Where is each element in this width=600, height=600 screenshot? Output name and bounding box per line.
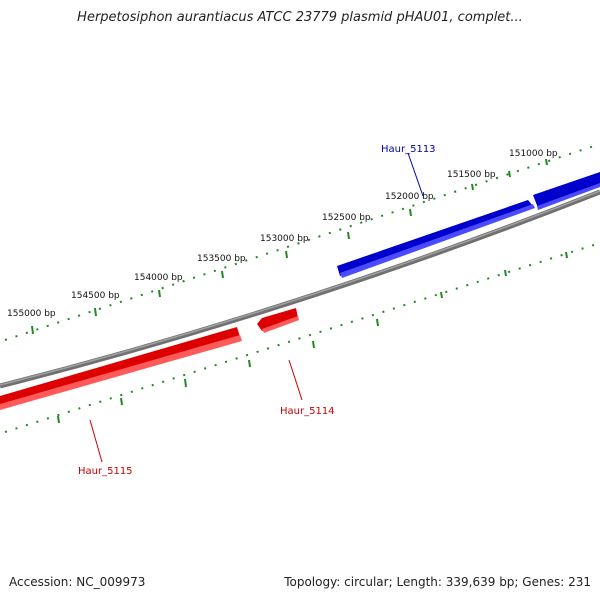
backbone-highlight xyxy=(0,190,600,386)
accession-info: Accession: NC_009973 xyxy=(9,575,145,589)
leader-haur-5115 xyxy=(89,419,103,463)
gene-haur-5114[interactable] xyxy=(257,308,299,333)
gene-label-haur-5113: Haur_5113 xyxy=(381,144,436,155)
accession-value: NC_009973 xyxy=(76,575,146,589)
inner-tick-track xyxy=(4,242,600,433)
topology-label: Topology: xyxy=(284,575,341,589)
tick-label: 151500 bp xyxy=(447,170,496,180)
genes-label: Genes: xyxy=(522,575,565,589)
tick-label: 153000 bp xyxy=(260,234,309,244)
map-title: Herpetosiphon aurantiacus ATCC 23779 pla… xyxy=(77,10,523,25)
leader-haur-5113 xyxy=(407,152,424,197)
outer-major-ticks xyxy=(31,158,548,335)
inner-major-ticks xyxy=(57,251,568,424)
gene-label-haur-5115: Haur_5115 xyxy=(78,466,133,477)
length-label: Length: xyxy=(396,575,442,589)
tick-label: 151000 bp xyxy=(509,149,558,159)
tick-label: 155000 bp xyxy=(7,309,56,319)
tick-label: 153500 bp xyxy=(197,254,246,264)
gene-haur-5115[interactable] xyxy=(0,327,242,410)
genes-value: 231 xyxy=(568,575,591,589)
tick-label: 154000 bp xyxy=(134,273,183,283)
length-value: 339,639 bp xyxy=(445,575,515,589)
backbone xyxy=(0,189,600,389)
accession-label: Accession: xyxy=(9,575,73,589)
gene-haur-5113b[interactable] xyxy=(533,172,600,210)
tick-label: 152500 bp xyxy=(322,213,371,223)
tick-label: 154500 bp xyxy=(71,291,120,301)
leader-haur-5114 xyxy=(288,359,303,401)
gene-haur-5113[interactable] xyxy=(337,200,535,278)
tick-label: 152000 bp xyxy=(385,192,434,202)
topology-value: circular xyxy=(344,575,389,589)
plasmid-summary: Topology: circular; Length: 339,639 bp; … xyxy=(284,575,591,589)
gene-label-haur-5114: Haur_5114 xyxy=(280,406,335,417)
